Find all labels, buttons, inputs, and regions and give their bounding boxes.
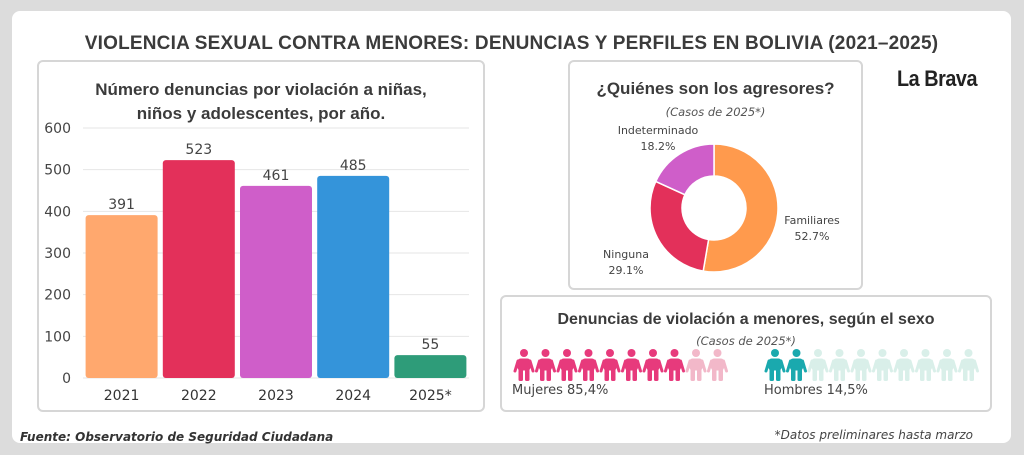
y-tick-label: 500 bbox=[44, 163, 71, 179]
person-icon bbox=[578, 349, 599, 381]
slice-label: Familiares bbox=[784, 214, 840, 227]
slice-pct-label: 18.2% bbox=[641, 140, 676, 153]
sex-pictogram-panel: Denuncias de violación a menores, según … bbox=[500, 295, 992, 412]
person-icon bbox=[958, 349, 979, 381]
person-icon bbox=[621, 349, 642, 381]
person-icon bbox=[535, 349, 556, 381]
person-icon bbox=[915, 349, 936, 381]
person-icon bbox=[599, 349, 621, 381]
bar-chart-title-line2: niños y adolescentes, por año. bbox=[136, 104, 386, 123]
bar-chart-title-line1: Número denuncias por violación a niñas, bbox=[95, 80, 427, 99]
brand-logo: La Brava bbox=[897, 66, 978, 91]
pie-chart-title: ¿Quiénes son los agresores? bbox=[596, 79, 835, 98]
bar-chart: 0 100 200 300 400 500 600 391 2021 523 2022 461 2023… bbox=[44, 121, 469, 404]
slice-label: Ninguna bbox=[603, 248, 649, 261]
infographic-card: VIOLENCIA SEXUAL CONTRA MENORES: DENUNCI… bbox=[12, 11, 1011, 444]
x-tick-label: 2024 bbox=[335, 388, 371, 404]
person-icon bbox=[807, 349, 829, 381]
x-tick-label: 2021 bbox=[104, 388, 140, 404]
bar-value-label: 523 bbox=[185, 142, 212, 158]
bar-chart-title: Número denuncias por violación a niñas, … bbox=[39, 78, 483, 126]
x-tick-label: 2023 bbox=[258, 388, 294, 404]
hombres-label: Hombres 14,5% bbox=[764, 383, 868, 398]
person-icon bbox=[893, 349, 915, 381]
y-tick-label: 100 bbox=[44, 329, 71, 345]
person-icon bbox=[707, 349, 728, 381]
person-icon bbox=[764, 349, 786, 381]
person-icon bbox=[664, 349, 685, 381]
sex-pictogram bbox=[513, 349, 979, 381]
slice-pct-label: 52.7% bbox=[795, 230, 830, 243]
sex-chart-subtitle: (Casos de 2025*) bbox=[696, 334, 796, 348]
main-title: VIOLENCIA SEXUAL CONTRA MENORES: DENUNCI… bbox=[84, 33, 939, 54]
person-icon bbox=[513, 349, 535, 381]
y-tick-label: 200 bbox=[44, 288, 71, 304]
donut-slice-indeterminado bbox=[654, 143, 715, 196]
person-icon bbox=[850, 349, 872, 381]
bar-value-label: 55 bbox=[421, 337, 439, 353]
preliminary-note: *Datos preliminares hasta marzo bbox=[774, 428, 973, 442]
slice-pct-label: 29.1% bbox=[609, 264, 644, 277]
donut-chart: Familiares 52.7% Ninguna 29.1% Indeterminado… bbox=[603, 124, 840, 277]
pie-chart-subtitle: (Casos de 2025*) bbox=[665, 105, 766, 119]
person-icon bbox=[829, 349, 850, 381]
bar-2024 bbox=[317, 175, 390, 378]
donut-slice-ninguna bbox=[649, 180, 710, 272]
sex-chart-title: Denuncias de violación a menores, según … bbox=[557, 311, 935, 328]
y-tick-label: 0 bbox=[62, 371, 71, 387]
bar-2022 bbox=[162, 160, 235, 378]
person-icon bbox=[872, 349, 893, 381]
pie-chart-panel: ¿Quiénes son los agresores? (Casos de 20… bbox=[568, 60, 863, 290]
x-tick-label: 2022 bbox=[181, 388, 217, 404]
donut-slice-familiares bbox=[702, 143, 779, 273]
bar-value-label: 461 bbox=[263, 168, 290, 184]
person-icon bbox=[556, 349, 578, 381]
x-tick-label: 2025* bbox=[409, 388, 452, 404]
person-icon bbox=[642, 349, 664, 381]
bar-2023 bbox=[240, 185, 312, 378]
person-icon bbox=[936, 349, 958, 381]
person-icon bbox=[786, 349, 807, 381]
y-tick-label: 400 bbox=[44, 204, 71, 220]
bar-2025* bbox=[394, 355, 467, 378]
source-note: Fuente: Observatorio de Seguridad Ciudad… bbox=[20, 430, 334, 444]
bar-value-label: 391 bbox=[108, 197, 135, 213]
slice-label: Indeterminado bbox=[618, 124, 699, 137]
bar-2021 bbox=[85, 215, 158, 378]
bar-value-label: 485 bbox=[340, 158, 367, 174]
y-tick-label: 300 bbox=[44, 246, 71, 262]
person-icon bbox=[685, 349, 707, 381]
bar-chart-panel: Número denuncias por violación a niñas, … bbox=[37, 60, 485, 412]
mujeres-label: Mujeres 85,4% bbox=[512, 383, 609, 398]
y-tick-label: 600 bbox=[44, 121, 71, 137]
